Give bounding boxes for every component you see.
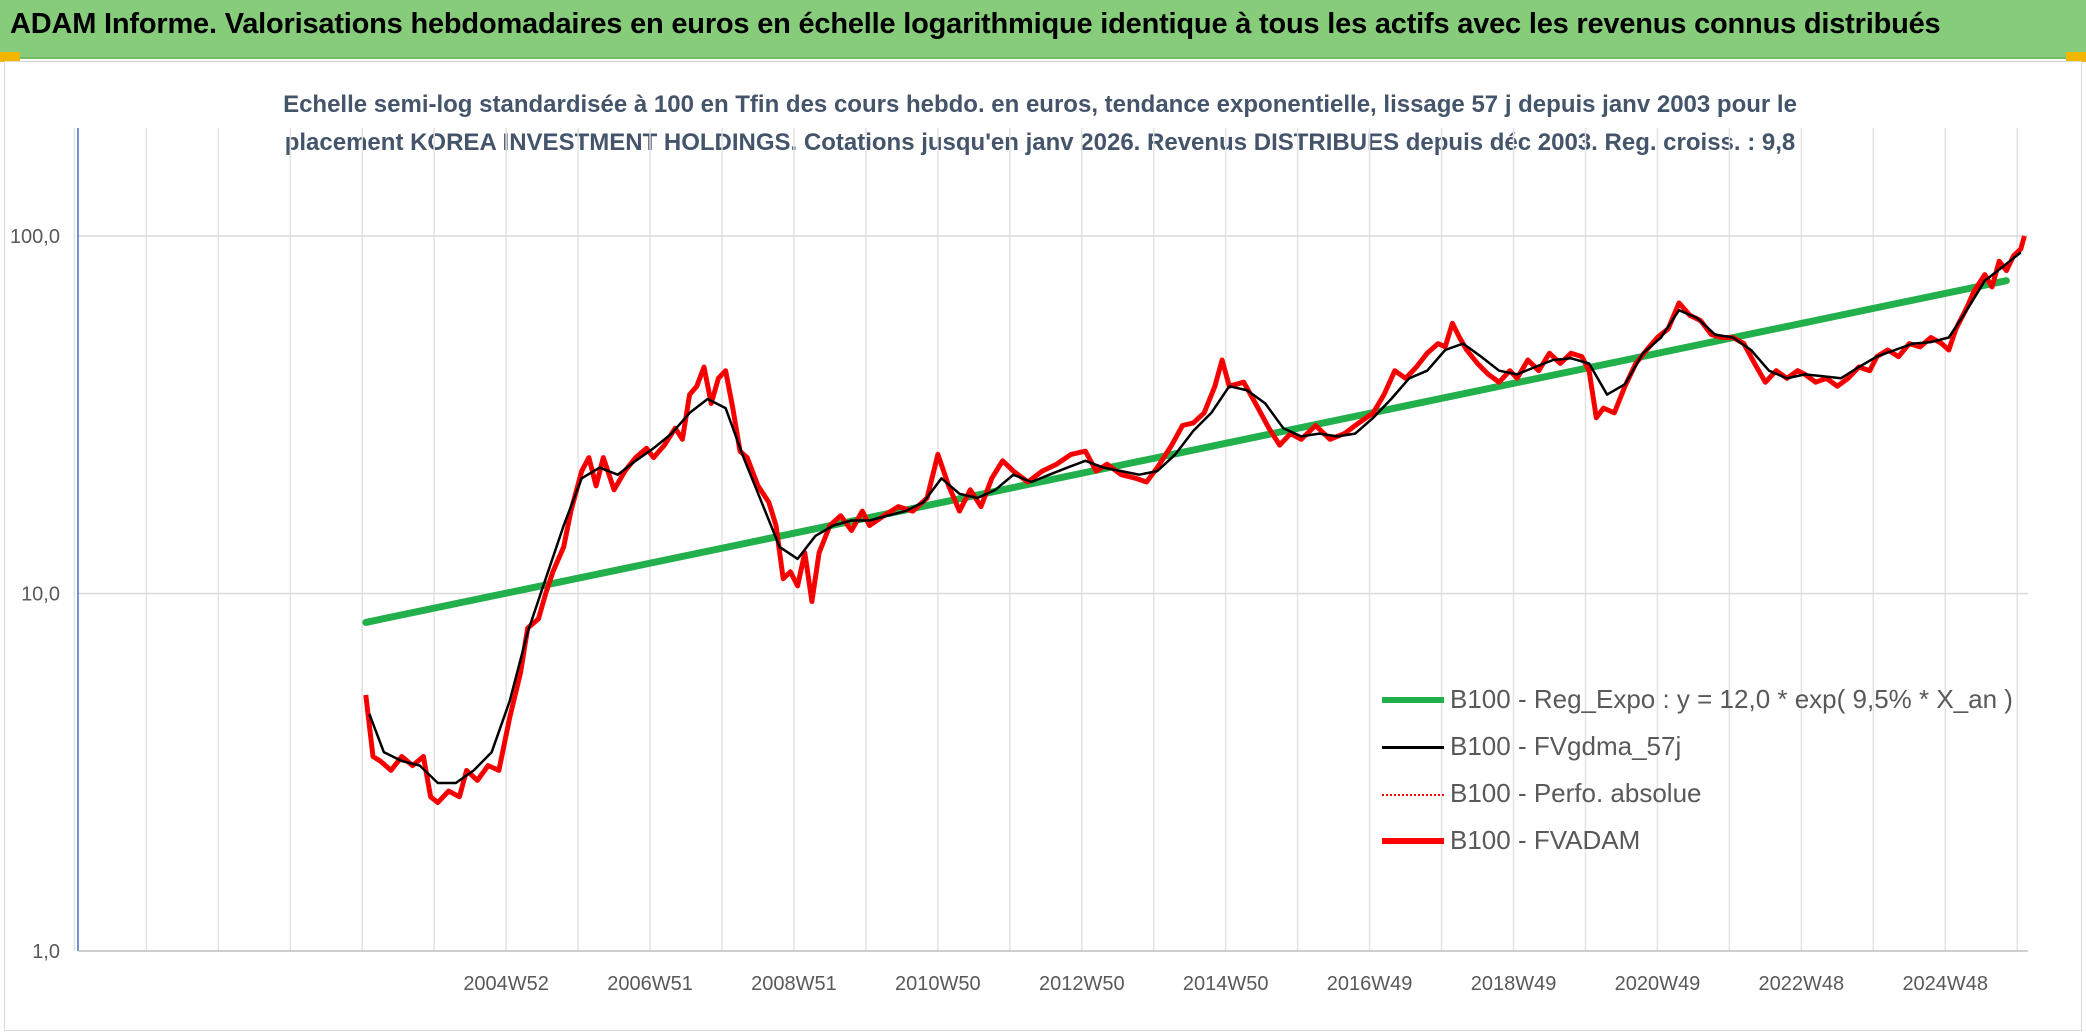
x-tick-label: 2006W51 bbox=[607, 973, 693, 995]
series-line-dotted bbox=[365, 235, 2026, 804]
chart-title-line-1: Echelle semi-log standardisée à 100 en T… bbox=[283, 91, 1797, 118]
y-tick-label: 100,0 bbox=[10, 226, 60, 248]
legend-swatch-trend bbox=[1382, 697, 1444, 703]
legend-swatch-fvadam bbox=[1382, 838, 1444, 844]
x-tick-label: 2012W50 bbox=[1039, 973, 1125, 995]
corner-marker-left bbox=[0, 52, 20, 62]
legend-label-perf: B100 - Perfo. absolue bbox=[1450, 778, 1702, 808]
chart-title: Echelle semi-log standardisée à 100 en T… bbox=[200, 86, 1880, 162]
series-line-smooth bbox=[368, 251, 2022, 785]
legend-swatch-smooth bbox=[1382, 746, 1444, 749]
x-tick-label: 2008W51 bbox=[751, 973, 837, 995]
x-tick-label: 2014W50 bbox=[1183, 973, 1269, 995]
chart-area bbox=[4, 61, 2082, 1031]
y-tick-label: 10,0 bbox=[21, 584, 60, 606]
chart-title-line-2: placement KOREA INVESTMENT HOLDINGS. Cot… bbox=[284, 129, 1796, 156]
x-tick-label: 2004W52 bbox=[463, 973, 549, 995]
x-tick-label: 2024W48 bbox=[1902, 973, 1988, 995]
legend-label-fvadam: B100 - FVADAM bbox=[1450, 825, 1641, 855]
corner-marker-right bbox=[2066, 52, 2086, 62]
banner-title: ADAM Informe. Valorisations hebdomadaire… bbox=[10, 8, 1941, 40]
legend-label-smooth: B100 - FVgdma_57j bbox=[1450, 731, 1682, 761]
legend-swatch-perf bbox=[1382, 794, 1444, 796]
x-tick-label: 2016W49 bbox=[1327, 973, 1413, 995]
legend-label-trend: B100 - Reg_Expo : y = 12,0 * exp( 9,5% *… bbox=[1450, 684, 2013, 714]
series-line-trend bbox=[362, 277, 2010, 626]
x-tick-label: 2020W49 bbox=[1615, 973, 1701, 995]
x-tick-label: 2018W49 bbox=[1471, 973, 1557, 995]
x-tick-label: 2022W48 bbox=[1759, 973, 1845, 995]
series-line-fvadam bbox=[363, 235, 2027, 806]
y-tick-label: 1,0 bbox=[32, 941, 60, 963]
title-banner: ADAM Informe. Valorisations hebdomadaire… bbox=[0, 0, 2086, 59]
x-tick-label: 2010W50 bbox=[895, 973, 981, 995]
